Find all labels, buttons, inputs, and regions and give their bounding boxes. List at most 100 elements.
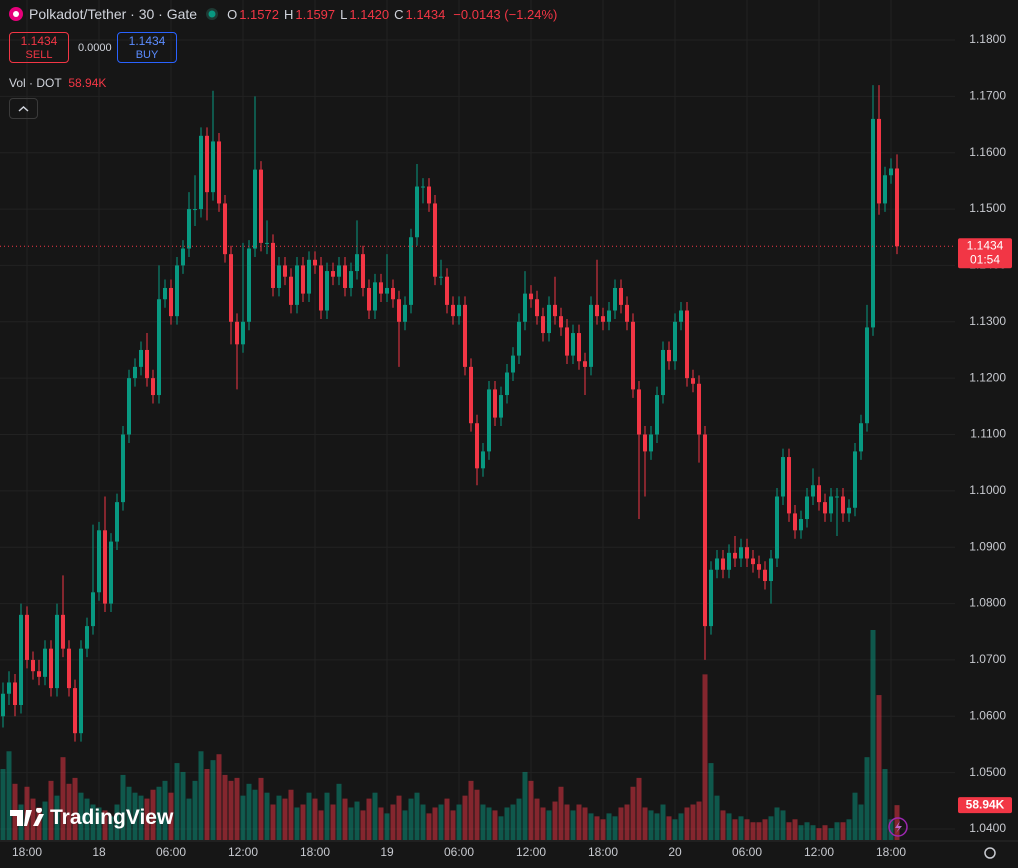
candle-body: [67, 648, 71, 689]
x-tick-label: 12:00: [516, 845, 546, 859]
volume-bar: [420, 804, 426, 840]
volume-bar: [432, 807, 438, 840]
x-tick-label: 18: [92, 845, 106, 859]
candle-body: [601, 316, 605, 322]
candle-body: [85, 626, 89, 649]
candle-body: [349, 271, 353, 288]
volume-bar: [300, 804, 306, 840]
logo-text: TradingView: [50, 806, 174, 829]
volume-bar: [516, 798, 522, 840]
candle-body: [835, 496, 839, 498]
candle-body: [295, 265, 299, 305]
volume-bar: [360, 810, 366, 840]
volume-bar: [474, 789, 480, 840]
candle-body: [745, 547, 749, 559]
y-tick-label: 1.1000: [969, 483, 1006, 497]
candle-body: [775, 496, 779, 559]
volume-bar: [30, 798, 36, 840]
candle-body: [181, 248, 185, 266]
candle-body: [571, 333, 575, 356]
volume-bar: [708, 763, 714, 840]
volume-bar: [78, 792, 84, 840]
volume-bar: [312, 798, 318, 840]
buy-button[interactable]: 1.1434 BUY: [117, 32, 177, 63]
volume-bar: [42, 801, 48, 840]
volume-bar: [450, 810, 456, 840]
candle-body: [715, 558, 719, 570]
volume-bar: [216, 754, 222, 840]
volume-legend-value: 58.94K: [68, 76, 107, 90]
x-tick-label: 06:00: [444, 845, 474, 859]
volume-bar: [444, 798, 450, 840]
candle-body: [655, 395, 659, 435]
candle-body: [709, 569, 713, 627]
candle-body: [643, 434, 647, 452]
volume-bar: [90, 804, 96, 840]
volume-bar: [150, 789, 156, 840]
candle-body: [133, 366, 137, 379]
volume-bar: [66, 783, 72, 840]
volume-bar: [852, 792, 858, 840]
candle-body: [739, 547, 743, 559]
volume-bar: [534, 798, 540, 840]
ohlc-key: L: [340, 6, 348, 22]
candle-body: [691, 378, 695, 384]
buy-price: 1.1434: [128, 34, 166, 48]
volume-bar: [276, 795, 282, 840]
candle-body: [541, 316, 545, 334]
volume-legend-label: Vol · DOT: [9, 76, 62, 90]
volume-bar: [612, 816, 618, 840]
volume-bar: [696, 801, 702, 840]
x-tick-label: 19: [380, 845, 394, 859]
volume-bar: [642, 807, 648, 840]
volume-bar: [168, 792, 174, 840]
candle-body: [403, 304, 407, 322]
volume-bar: [264, 792, 270, 840]
y-tick-label: 1.1700: [969, 89, 1006, 103]
candle-body: [223, 203, 227, 255]
candle-body: [565, 327, 569, 356]
candle-body: [433, 203, 437, 277]
volume-bar: [522, 771, 528, 840]
volume-bar: [348, 807, 354, 840]
volume-bar: [870, 630, 876, 840]
candle-body: [547, 304, 551, 334]
volume-bar: [684, 807, 690, 840]
candle-body: [763, 569, 767, 582]
candle-body: [391, 287, 395, 300]
collapse-button[interactable]: [9, 98, 38, 119]
candle-body: [247, 248, 251, 322]
candle-body: [241, 321, 245, 345]
volume-bar: [162, 780, 168, 840]
volume-bar: [678, 813, 684, 840]
candle-body: [853, 451, 857, 508]
volume-bar: [888, 819, 894, 840]
candle-body: [613, 287, 617, 311]
candle-body: [667, 349, 671, 362]
y-tick-label: 1.0800: [969, 596, 1006, 610]
candle-body: [253, 169, 257, 249]
ohlc-key: C: [394, 6, 404, 22]
volume-bar: [894, 805, 900, 840]
volume-bar: [690, 804, 696, 840]
volume-bar: [120, 774, 126, 840]
volume-bar: [606, 813, 612, 840]
volume-bar: [774, 807, 780, 840]
volume-bar: [876, 695, 882, 840]
candle-body: [157, 299, 161, 396]
candle-body: [427, 186, 431, 204]
candle-body: [769, 558, 773, 582]
symbol-title: Polkadot/Tether · 30 · Gate: [29, 6, 198, 22]
ohlc-key: O: [227, 6, 238, 22]
ohlc-value: 1.1420: [349, 6, 390, 22]
candle-body: [325, 271, 329, 311]
candle-body: [889, 168, 893, 176]
volume-bar: [0, 769, 6, 840]
sell-button[interactable]: 1.1434 SELL: [9, 32, 69, 63]
candle-body: [175, 265, 179, 317]
volume-bar: [156, 786, 162, 840]
candle-body: [13, 682, 17, 706]
candle-body: [145, 349, 149, 379]
volume-bar: [48, 780, 54, 840]
volume-bar: [864, 757, 870, 840]
